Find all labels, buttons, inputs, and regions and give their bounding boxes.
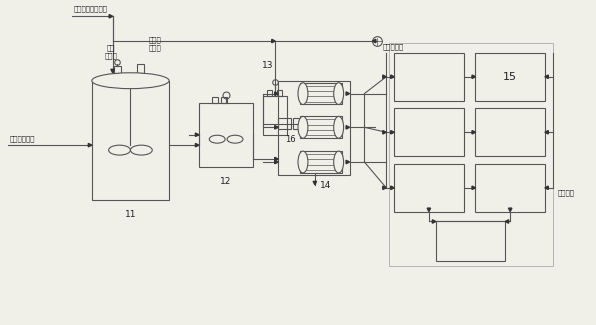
Polygon shape	[383, 75, 386, 78]
Bar	[389, 43, 553, 266]
Text: 铝矾土
加料口: 铝矾土 加料口	[149, 37, 162, 51]
Text: 11: 11	[125, 210, 136, 219]
Ellipse shape	[298, 83, 308, 105]
Text: 来自分离液儲装池: 来自分离液儲装池	[74, 6, 108, 12]
Ellipse shape	[92, 73, 169, 89]
Bar	[476, 53, 545, 100]
Bar	[300, 116, 342, 138]
Bar	[263, 96, 287, 135]
Bar	[267, 90, 272, 96]
Text: 来自余热锅炉: 来自余热锅炉	[10, 136, 35, 142]
Bar	[277, 90, 282, 96]
Polygon shape	[391, 131, 394, 134]
Polygon shape	[275, 157, 278, 161]
Ellipse shape	[298, 151, 308, 173]
Ellipse shape	[334, 151, 344, 173]
Text: 自来水管网: 自来水管网	[382, 43, 403, 50]
Polygon shape	[195, 133, 199, 136]
Bar	[114, 66, 120, 73]
Text: 16: 16	[285, 135, 296, 144]
Polygon shape	[372, 39, 376, 43]
Polygon shape	[545, 186, 548, 189]
Polygon shape	[275, 160, 278, 164]
Bar	[138, 64, 144, 73]
Polygon shape	[346, 125, 350, 129]
Polygon shape	[88, 143, 92, 147]
Bar	[199, 102, 253, 167]
Polygon shape	[508, 208, 512, 212]
Text: 酸液
加料口: 酸液 加料口	[104, 45, 117, 59]
Polygon shape	[505, 220, 508, 223]
Bar	[300, 151, 342, 173]
Polygon shape	[472, 186, 476, 189]
Bar	[300, 83, 342, 105]
Polygon shape	[346, 160, 350, 164]
Ellipse shape	[334, 83, 344, 105]
Polygon shape	[391, 75, 394, 78]
Polygon shape	[109, 15, 113, 18]
Polygon shape	[427, 208, 430, 212]
Bar	[221, 97, 227, 102]
Text: 14: 14	[320, 181, 331, 190]
Bar	[394, 53, 464, 100]
Polygon shape	[111, 69, 114, 73]
Polygon shape	[545, 75, 548, 78]
Bar	[212, 97, 218, 102]
Bar	[436, 222, 505, 261]
Bar	[394, 109, 464, 156]
Polygon shape	[545, 131, 548, 134]
Text: 去调质滤: 去调质滤	[558, 189, 575, 196]
Polygon shape	[383, 186, 386, 189]
Polygon shape	[275, 92, 278, 95]
Polygon shape	[275, 125, 278, 129]
Polygon shape	[313, 181, 316, 185]
Bar	[278, 118, 291, 129]
Polygon shape	[472, 131, 476, 134]
Polygon shape	[391, 186, 394, 189]
Text: 13: 13	[262, 61, 273, 70]
Bar	[476, 164, 545, 212]
Ellipse shape	[334, 116, 344, 138]
Bar	[278, 81, 350, 175]
Polygon shape	[195, 143, 199, 147]
Text: 15: 15	[503, 72, 517, 82]
Polygon shape	[346, 92, 350, 95]
Ellipse shape	[298, 116, 308, 138]
Polygon shape	[383, 131, 386, 134]
Polygon shape	[272, 39, 275, 43]
Bar	[476, 109, 545, 156]
Bar	[394, 164, 464, 212]
Text: 12: 12	[221, 177, 232, 186]
Bar	[293, 118, 304, 129]
Polygon shape	[472, 75, 476, 78]
Bar	[92, 81, 169, 200]
Polygon shape	[432, 220, 436, 223]
